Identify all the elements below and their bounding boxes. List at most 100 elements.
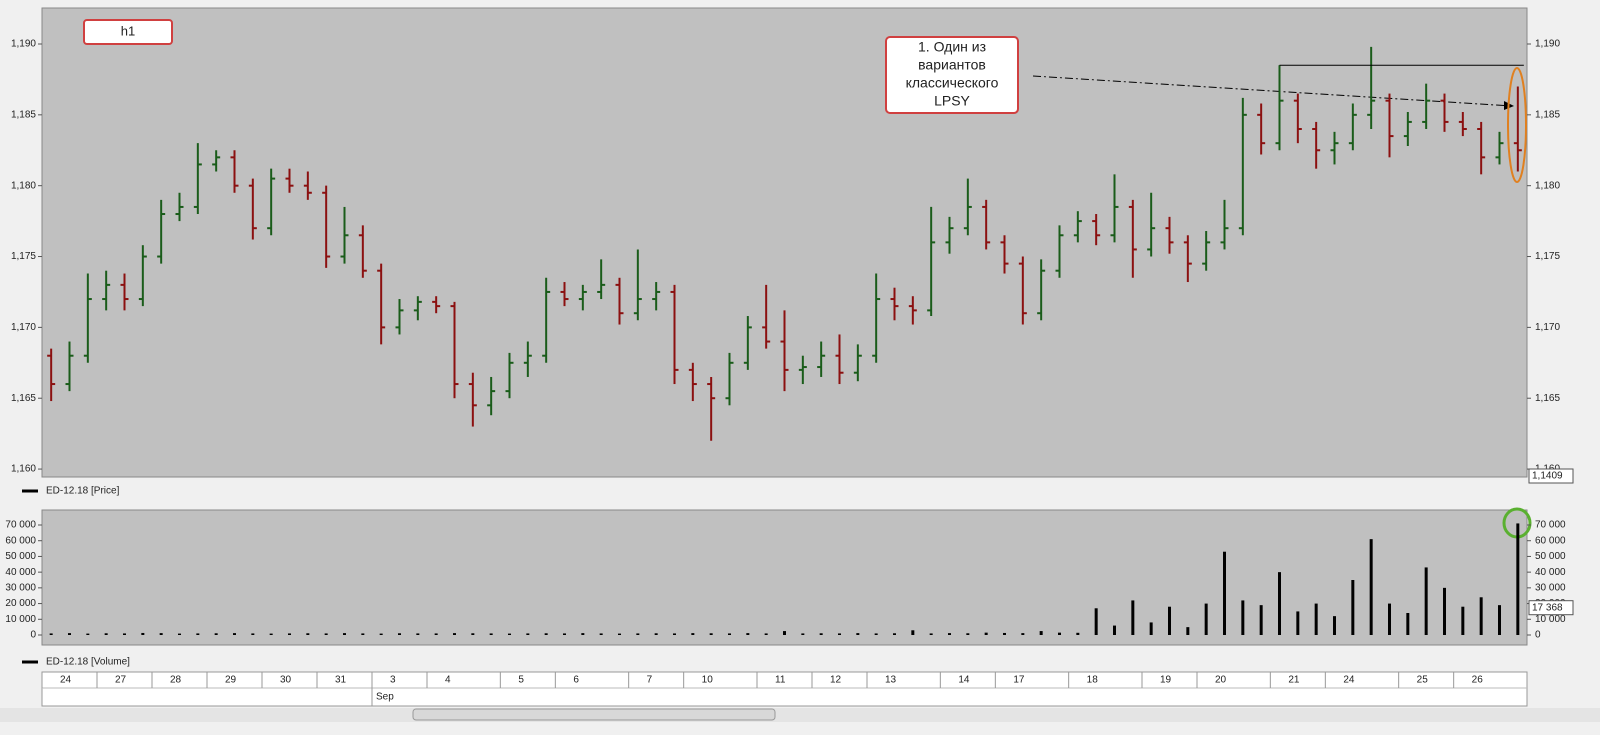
x-tick-label: 12 xyxy=(830,675,842,686)
volume-bar xyxy=(343,633,346,635)
y-tick-label: 30 000 xyxy=(5,582,36,593)
volume-bar xyxy=(1479,597,1483,635)
y-tick-label: 1,190 xyxy=(11,39,36,50)
y-tick-label: 0 xyxy=(30,630,36,641)
volume-bar xyxy=(49,633,53,635)
x-tick-label: 26 xyxy=(1472,675,1484,686)
volume-bar xyxy=(471,633,475,635)
volume-bar xyxy=(324,633,328,635)
volume-bar xyxy=(416,633,420,635)
month-label: Sep xyxy=(376,692,394,703)
volume-bar xyxy=(728,633,731,635)
volume-bar xyxy=(764,633,768,635)
x-tick-label: 18 xyxy=(1087,675,1099,686)
volume-bar xyxy=(251,633,255,635)
y-tick-label: 40 000 xyxy=(1535,567,1566,578)
volume-bar xyxy=(599,633,603,635)
x-tick-label: 24 xyxy=(1343,675,1355,686)
callout-line: LPSY xyxy=(934,93,970,109)
volume-bar xyxy=(709,633,713,635)
volume-bar xyxy=(508,633,511,635)
volume-bar xyxy=(269,633,273,635)
y-tick-label: 0 xyxy=(1535,630,1541,641)
x-tick-label: 24 xyxy=(60,675,72,686)
volume-bar xyxy=(1131,600,1135,635)
volume-panel xyxy=(41,509,1528,646)
volume-bar xyxy=(783,631,786,635)
volume-bar xyxy=(801,633,805,635)
y-tick-label: 10 000 xyxy=(1535,614,1566,625)
volume-bar xyxy=(1314,603,1318,635)
volume-bar xyxy=(1223,551,1226,635)
volume-bar xyxy=(618,633,621,635)
volume-bar xyxy=(1186,627,1190,635)
volume-bar xyxy=(856,633,860,635)
volume-bar xyxy=(929,633,933,635)
y-tick-label: 1,185 xyxy=(1535,109,1560,120)
x-tick-label: 31 xyxy=(335,675,347,686)
x-tick-label: 17 xyxy=(1013,675,1025,686)
volume-bar xyxy=(1149,622,1153,635)
y-tick-label: 30 000 xyxy=(1535,582,1566,593)
x-tick-label: 6 xyxy=(573,675,579,686)
volume-bar xyxy=(1333,616,1336,635)
volume-bar xyxy=(1241,600,1245,635)
volume-bar xyxy=(453,633,456,635)
volume-bar xyxy=(1278,572,1281,635)
volume-bar xyxy=(68,633,71,635)
volume-bar xyxy=(1094,608,1098,635)
y-tick-label: 60 000 xyxy=(1535,535,1566,546)
y-tick-label: 1,175 xyxy=(11,251,36,262)
volume-bar xyxy=(178,633,181,635)
volume-bar xyxy=(141,632,145,635)
volume-bar xyxy=(691,633,695,635)
y-tick-label: 1,170 xyxy=(11,322,36,333)
volume-bar xyxy=(104,633,108,635)
y-tick-label: 50 000 xyxy=(1535,551,1566,562)
volume-bar xyxy=(581,633,585,635)
y-tick-label: 1,190 xyxy=(1535,39,1560,50)
x-tick-label: 5 xyxy=(518,675,524,686)
volume-bar xyxy=(1461,606,1465,635)
volume-bar xyxy=(1259,605,1263,635)
y-tick-label: 70 000 xyxy=(5,520,36,531)
volume-bar xyxy=(673,633,676,635)
x-tick-label: 20 xyxy=(1215,675,1227,686)
legend-label: ED-12.18 [Price] xyxy=(46,486,120,497)
price-legend-bar xyxy=(0,480,1600,500)
price-panel xyxy=(41,7,1528,478)
volume-bar xyxy=(398,633,401,635)
time-axis xyxy=(41,671,1528,707)
volume-bar xyxy=(746,633,750,635)
x-tick-label: 29 xyxy=(225,675,237,686)
volume-bar xyxy=(1296,611,1300,635)
last-price-label: 1,1409 xyxy=(1532,471,1563,482)
scrollbar-track[interactable] xyxy=(0,708,1600,722)
y-tick-label: 1,170 xyxy=(1535,322,1560,333)
x-tick-label: 13 xyxy=(885,675,897,686)
volume-bar xyxy=(434,633,438,635)
x-tick-label: 3 xyxy=(390,675,396,686)
scrollbar-thumb[interactable] xyxy=(412,708,776,721)
volume-bar xyxy=(893,633,896,635)
callout-line: 1. Один из xyxy=(918,39,986,55)
volume-bar xyxy=(196,633,200,635)
y-tick-label: 40 000 xyxy=(5,567,36,578)
x-tick-label: 19 xyxy=(1160,675,1172,686)
volume-bar xyxy=(544,633,548,635)
y-tick-label: 1,180 xyxy=(1535,180,1560,191)
x-tick-label: 7 xyxy=(647,675,653,686)
volume-bar xyxy=(1388,603,1391,635)
volume-bar xyxy=(1204,603,1208,635)
volume-bar xyxy=(984,632,988,635)
annotation-label: h1 xyxy=(121,23,135,38)
y-tick-label: 60 000 xyxy=(5,535,36,546)
x-tick-label: 4 xyxy=(445,675,451,686)
y-tick-label: 70 000 xyxy=(1535,520,1566,531)
y-tick-label: 1,165 xyxy=(11,393,36,404)
callout-line: вариантов xyxy=(918,57,986,73)
x-tick-label: 11 xyxy=(775,675,786,686)
highlight-ellipse xyxy=(1507,67,1527,183)
volume-bar xyxy=(819,633,823,635)
